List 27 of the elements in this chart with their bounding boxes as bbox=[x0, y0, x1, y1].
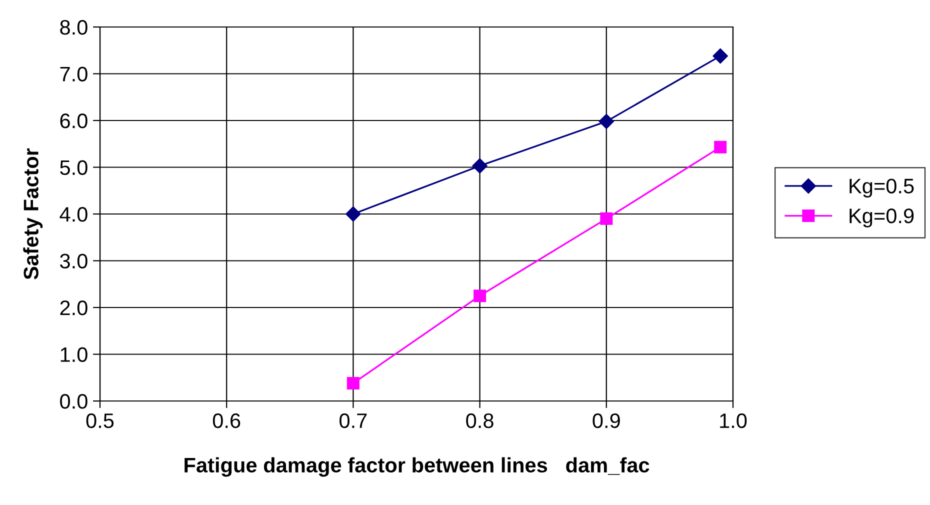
point bbox=[346, 376, 360, 390]
y-axis-title: Safety Factor bbox=[23, 148, 43, 280]
y-tick-label: 4.0 bbox=[60, 207, 88, 222]
y-tick-label: 2.0 bbox=[60, 300, 88, 316]
y-tick-label: 0.0 bbox=[60, 394, 88, 409]
y-tick-label: 7.0 bbox=[60, 66, 88, 82]
y-tick-label: 8.0 bbox=[60, 20, 88, 35]
x-tick-label: 0.6 bbox=[212, 413, 240, 428]
x-tick-label: 0.7 bbox=[340, 413, 367, 428]
point bbox=[598, 114, 614, 130]
point bbox=[714, 140, 727, 154]
x-axis-title: Fatigue damage factor between lines dam_fac bbox=[184, 457, 650, 477]
point bbox=[474, 290, 486, 302]
x-tick-label: 0.9 bbox=[592, 413, 620, 428]
x-tick-label: 0.8 bbox=[466, 413, 494, 428]
y-tick-label: 3.0 bbox=[60, 254, 88, 269]
point bbox=[472, 158, 488, 174]
point bbox=[600, 212, 613, 225]
legend-label: Kg=0.5 bbox=[850, 178, 914, 198]
point bbox=[346, 206, 361, 222]
y-tick-label: 1.0 bbox=[60, 347, 88, 362]
legend-label: Kg=0.9 bbox=[850, 208, 914, 228]
x-tick-label: 1.0 bbox=[720, 413, 747, 428]
point bbox=[712, 48, 728, 64]
y-tick-label: 5.0 bbox=[60, 160, 88, 176]
y-tick-label: 6.0 bbox=[60, 114, 88, 128]
x-tick-label: 0.5 bbox=[86, 413, 114, 428]
